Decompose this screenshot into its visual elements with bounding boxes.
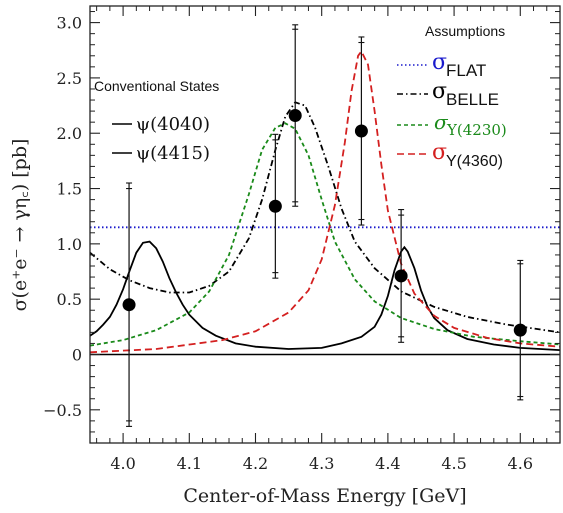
- data-point-5: [513, 323, 527, 337]
- series-conventional-line: [89, 240, 561, 351]
- y-tick-label: 0.5: [57, 290, 82, 309]
- legend-y4230-sub: Y(4230): [446, 121, 507, 139]
- x-tick-label: 4.1: [177, 454, 202, 473]
- data-point-1: [268, 199, 282, 213]
- legend-belle-sub: BELLE: [446, 90, 499, 109]
- data-point-2: [288, 109, 302, 123]
- legend-y4360-symbol: σ: [432, 140, 447, 165]
- data-point-4: [394, 269, 408, 283]
- x-tick-label: 4.5: [441, 454, 466, 473]
- x-tick-label: 4.4: [375, 454, 400, 473]
- y-tick-label: 1.5: [57, 180, 82, 199]
- y-axis-title: σ(e⁺e⁻ → γη꜀) [pb]: [9, 139, 31, 312]
- legend-conventional: Conventional States ψ(4040) ψ(4415): [94, 78, 219, 164]
- series-layer: [89, 49, 561, 356]
- y-tick-label: −0.5: [43, 401, 82, 420]
- legend-flat-symbol: σ: [432, 50, 447, 75]
- x-tick-label: 4.6: [508, 454, 533, 473]
- y-tick-label: 1.0: [57, 235, 82, 254]
- series-y4360-line: [89, 49, 561, 354]
- legend-conventional-title: Conventional States: [94, 78, 219, 94]
- legend-psi4415-label: ψ(4415): [136, 143, 210, 164]
- legend-flat-sub: FLAT: [446, 61, 486, 80]
- y-tick-label: 2.5: [57, 69, 82, 88]
- y-tick-label: 2.0: [57, 124, 82, 143]
- legend-y4230-symbol: σ: [434, 110, 449, 134]
- legend-assumptions-title: Assumptions: [425, 23, 505, 39]
- x-tick-label: 4.3: [309, 454, 334, 473]
- data-point-0: [122, 298, 136, 312]
- legend-psi4040-label: ψ(4040): [136, 114, 210, 135]
- x-tick-label: 4.2: [243, 454, 268, 473]
- data-point-3: [354, 124, 368, 138]
- plot-frame: [89, 5, 561, 444]
- legend-assumptions: Assumptions σ FLAT σ BELLE σ Y(4230) σ Y…: [397, 23, 507, 170]
- legend-belle-symbol: σ: [432, 79, 447, 104]
- y-tick-label: 3.0: [57, 14, 82, 33]
- data-points-layer: [122, 24, 527, 427]
- legend-y4360-sub: Y(4360): [446, 153, 503, 170]
- series-y4230-line: [89, 122, 561, 347]
- series-belle-line: [89, 101, 561, 334]
- x-tick-label: 4.0: [110, 454, 135, 473]
- y-tick-label: 0: [72, 345, 82, 364]
- x-axis-title: Center-of-Mass Energy [GeV]: [183, 485, 466, 507]
- ticks-layer: 4.0 4.1 4.2 4.3 4.4 4.5 4.6 −0.5 0 0.5 1.0 1.5 2.0 2.…: [43, 6, 560, 473]
